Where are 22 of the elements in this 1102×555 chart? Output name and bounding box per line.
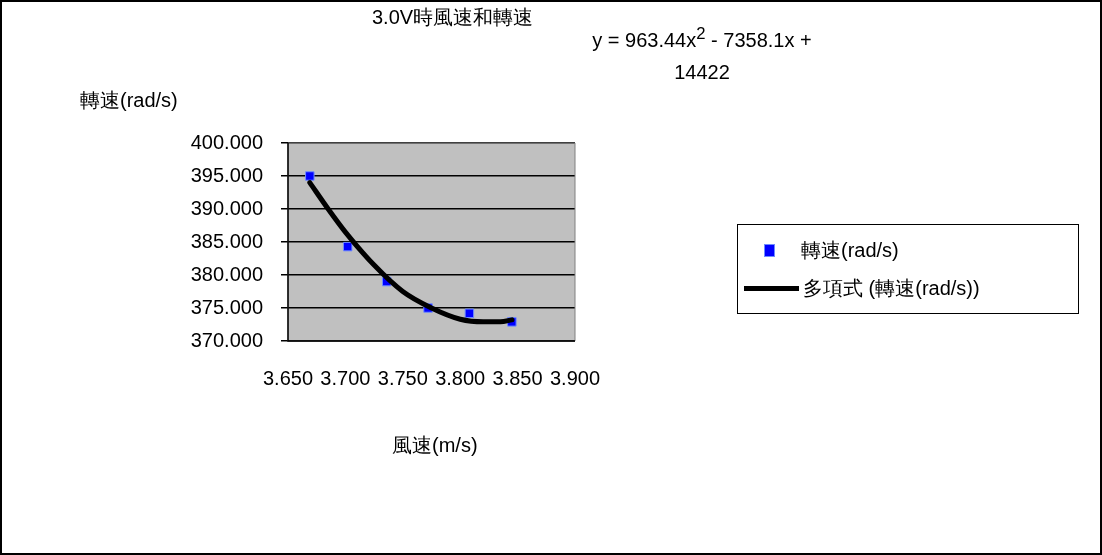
y-tick-label: 395.000 [190, 163, 263, 186]
y-tick-label: 375.000 [190, 295, 263, 318]
text: y = 963.44x$^{2}$ - 7358.1x + 14422 [591, 23, 813, 85]
y-axis-title: 轉速(rad/s) [80, 88, 178, 113]
y-tick-label: 390.000 [190, 196, 263, 219]
y-tick-label: 370.000 [190, 328, 263, 351]
y-tick-label: 400.000 [190, 130, 263, 153]
x-tick-label: 3.750 [377, 366, 428, 389]
chart-title: 3.0V時風速和轉速 [372, 5, 534, 30]
x-tick-label: 3.650 [262, 366, 314, 389]
y-tick-label: 380.000 [190, 262, 263, 285]
x-tick-label: 3.900 [549, 366, 601, 389]
point [464, 308, 475, 319]
point [342, 241, 353, 252]
point [305, 171, 315, 181]
x-tick-label: 3.700 [320, 366, 371, 389]
x-tick-label: 3.850 [492, 366, 543, 389]
y-tick-label: 385.000 [190, 229, 263, 252]
x-tick-label: 3.800 [435, 366, 486, 389]
legend-label: 轉速(rad/s) [801, 237, 899, 263]
legend-label: 多項式 (轉速(rad/s)) [803, 275, 980, 301]
x-axis-title: 風速(m/s) [392, 433, 478, 458]
